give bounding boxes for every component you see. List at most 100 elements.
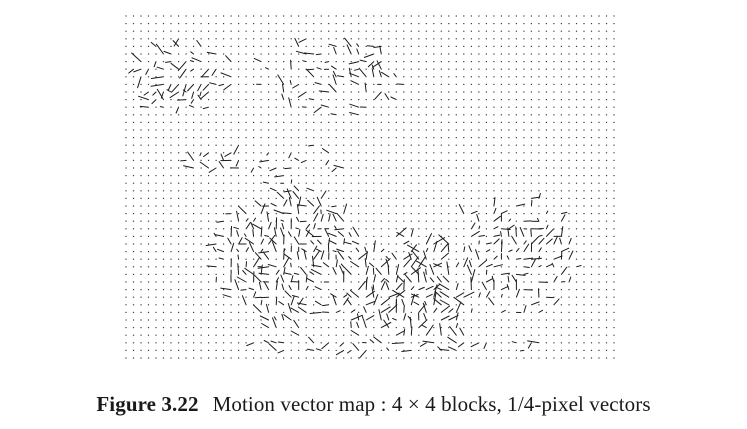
zero-vector-dot bbox=[553, 251, 555, 253]
zero-vector-dot bbox=[568, 99, 570, 101]
zero-vector-dot bbox=[380, 23, 382, 25]
zero-vector-dot bbox=[223, 205, 225, 207]
zero-vector-dot bbox=[530, 144, 532, 146]
zero-vector-dot bbox=[403, 114, 405, 116]
zero-vector-dot bbox=[605, 167, 608, 169]
zero-vector-dot bbox=[298, 68, 300, 70]
zero-vector-dot bbox=[170, 30, 172, 32]
zero-vector-dot bbox=[508, 137, 510, 139]
zero-vector-dot bbox=[605, 15, 608, 17]
zero-vector-dot bbox=[380, 197, 382, 199]
zero-vector-dot bbox=[147, 205, 150, 207]
zero-vector-dot bbox=[380, 106, 382, 108]
zero-vector-dot bbox=[305, 357, 307, 359]
zero-vector-dot bbox=[590, 121, 593, 123]
zero-vector-dot bbox=[388, 61, 390, 63]
motion-vector bbox=[470, 269, 476, 283]
zero-vector-dot bbox=[343, 327, 345, 329]
zero-vector-dot bbox=[155, 258, 157, 260]
zero-vector-dot bbox=[545, 167, 547, 169]
motion-vector bbox=[294, 37, 300, 47]
zero-vector-dot bbox=[590, 91, 593, 93]
zero-vector-dot bbox=[598, 266, 600, 268]
zero-vector-dot bbox=[298, 99, 300, 101]
zero-vector-dot bbox=[185, 342, 187, 344]
zero-vector-dot bbox=[590, 159, 593, 161]
zero-vector-dot bbox=[290, 137, 292, 139]
motion-vector bbox=[233, 144, 240, 155]
zero-vector-dot bbox=[478, 205, 480, 207]
zero-vector-dot bbox=[298, 53, 300, 55]
zero-vector-dot bbox=[155, 152, 157, 154]
zero-vector-dot bbox=[463, 167, 465, 169]
zero-vector-dot bbox=[470, 99, 472, 101]
zero-vector-dot bbox=[500, 190, 502, 192]
zero-vector-dot bbox=[575, 144, 578, 146]
zero-vector-dot bbox=[313, 114, 315, 116]
zero-vector-dot bbox=[538, 334, 540, 336]
motion-vector bbox=[468, 260, 472, 268]
motion-vector bbox=[180, 159, 187, 162]
motion-vector bbox=[283, 314, 292, 321]
zero-vector-dot bbox=[132, 99, 135, 101]
zero-vector-dot bbox=[170, 23, 172, 25]
zero-vector-dot bbox=[328, 30, 330, 32]
zero-vector-dot bbox=[230, 45, 232, 47]
zero-vector-dot bbox=[433, 53, 435, 55]
zero-vector-dot bbox=[463, 311, 465, 313]
zero-vector-dot bbox=[185, 197, 187, 199]
motion-vector bbox=[519, 227, 525, 237]
zero-vector-dot bbox=[185, 235, 187, 237]
zero-vector-dot bbox=[508, 38, 510, 40]
motion-vector bbox=[440, 252, 449, 260]
zero-vector-dot bbox=[373, 99, 375, 101]
zero-vector-dot bbox=[298, 175, 300, 177]
zero-vector-dot bbox=[575, 213, 578, 215]
motion-vector bbox=[358, 67, 367, 78]
zero-vector-dot bbox=[185, 137, 187, 139]
zero-vector-dot bbox=[140, 137, 142, 139]
zero-vector-dot bbox=[425, 129, 427, 131]
motion-vector bbox=[538, 234, 543, 237]
motion-vector bbox=[439, 299, 450, 306]
zero-vector-dot bbox=[313, 121, 315, 123]
zero-vector-dot bbox=[538, 327, 540, 329]
zero-vector-dot bbox=[410, 45, 412, 47]
zero-vector-dot bbox=[470, 167, 472, 169]
motion-vector bbox=[330, 113, 337, 116]
zero-vector-dot bbox=[538, 144, 540, 146]
zero-vector-dot bbox=[500, 281, 502, 283]
zero-vector-dot bbox=[155, 106, 157, 108]
zero-vector-dot bbox=[575, 349, 578, 351]
zero-vector-dot bbox=[358, 137, 360, 139]
zero-vector-dot bbox=[305, 23, 307, 25]
zero-vector-dot bbox=[268, 213, 270, 215]
zero-vector-dot bbox=[553, 273, 555, 275]
zero-vector-dot bbox=[560, 114, 562, 116]
zero-vector-dot bbox=[493, 114, 495, 116]
zero-vector-dot bbox=[268, 76, 270, 78]
zero-vector-dot bbox=[448, 357, 450, 359]
motion-vector bbox=[332, 70, 337, 78]
zero-vector-dot bbox=[470, 357, 472, 359]
motion-vector bbox=[280, 219, 285, 222]
motion-vector bbox=[347, 349, 352, 354]
motion-vector bbox=[429, 264, 435, 275]
zero-vector-dot bbox=[155, 304, 157, 306]
motion-vector bbox=[337, 75, 345, 78]
zero-vector-dot bbox=[605, 258, 608, 260]
zero-vector-dot bbox=[455, 357, 457, 359]
zero-vector-dot bbox=[298, 144, 300, 146]
zero-vector-dot bbox=[260, 197, 262, 199]
zero-vector-dot bbox=[560, 175, 562, 177]
motion-vector bbox=[163, 50, 172, 55]
motion-vector bbox=[308, 98, 315, 101]
zero-vector-dot bbox=[455, 83, 457, 85]
zero-vector-dot bbox=[162, 319, 165, 321]
zero-vector-dot bbox=[418, 45, 420, 47]
zero-vector-dot bbox=[538, 15, 540, 17]
zero-vector-dot bbox=[440, 357, 442, 359]
zero-vector-dot bbox=[403, 15, 405, 17]
zero-vector-dot bbox=[140, 159, 142, 161]
zero-vector-dot bbox=[365, 68, 367, 70]
